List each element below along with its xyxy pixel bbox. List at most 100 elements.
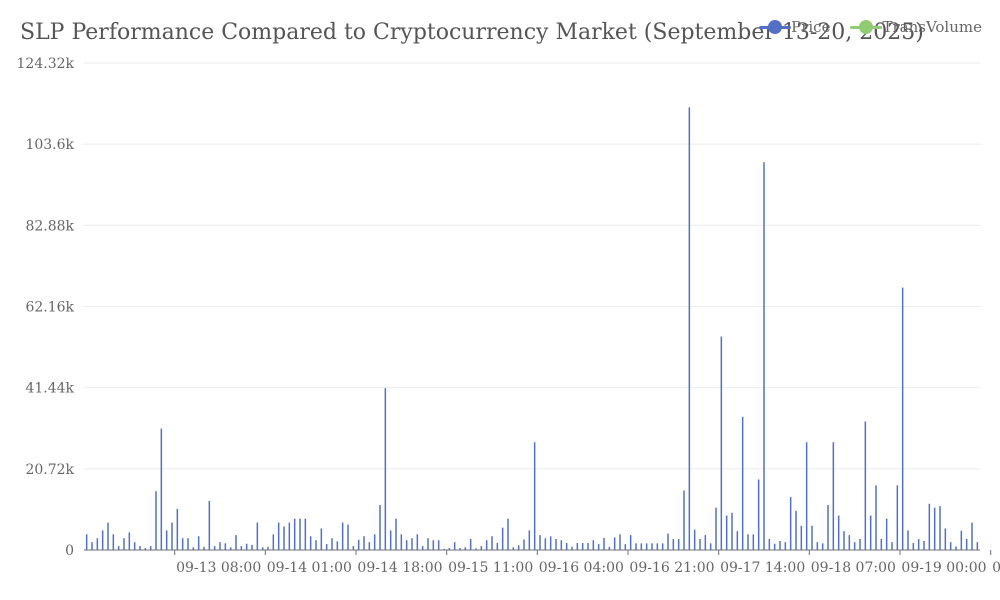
bar <box>784 542 787 550</box>
x-tick-label: 09-14 01:00 <box>267 560 352 576</box>
bar <box>789 497 792 550</box>
x-tick-label: 09-18 07:00 <box>811 560 896 576</box>
bar <box>357 539 360 550</box>
bar <box>491 536 493 550</box>
bar <box>133 542 136 550</box>
legend-swatch-price-icon <box>759 20 792 34</box>
bar <box>976 542 979 550</box>
x-tick-label: 09-19 17:00 <box>992 560 1000 576</box>
bar <box>949 542 952 550</box>
bar <box>928 503 931 550</box>
bar <box>608 546 611 550</box>
bar <box>496 542 499 550</box>
bar <box>469 539 472 550</box>
bar <box>661 543 664 550</box>
bar <box>235 535 237 550</box>
bar <box>651 543 653 550</box>
bar <box>859 539 861 550</box>
bar <box>528 530 531 550</box>
bar <box>480 546 483 550</box>
bar <box>629 535 632 550</box>
bar <box>747 534 749 550</box>
bar <box>683 490 685 550</box>
legend-swatch-transvolume-icon <box>850 20 883 34</box>
x-tick-label: 09-17 14:00 <box>720 560 805 576</box>
y-tick-label: 41.44k <box>25 381 74 397</box>
bar <box>779 540 781 550</box>
bar <box>117 546 120 550</box>
bar <box>635 543 637 550</box>
bar <box>336 541 339 550</box>
bar <box>176 508 179 550</box>
bar <box>539 535 541 550</box>
x-tick-label: 09-14 18:00 <box>357 560 442 576</box>
bar <box>224 543 227 550</box>
bar <box>293 518 296 550</box>
bar <box>848 535 851 550</box>
bar <box>875 485 877 550</box>
bar <box>715 507 717 550</box>
bar <box>421 546 424 550</box>
bar <box>869 515 872 550</box>
bar <box>459 548 461 550</box>
bar <box>613 537 616 550</box>
bar <box>272 534 275 550</box>
bar <box>101 530 104 550</box>
bar <box>96 538 99 550</box>
bar <box>517 545 520 550</box>
bar <box>128 532 131 550</box>
bar <box>475 548 477 550</box>
bar <box>773 543 776 550</box>
bar <box>896 485 899 550</box>
bar <box>165 530 168 550</box>
bar <box>437 540 440 550</box>
bar <box>523 539 525 550</box>
bar <box>795 510 797 550</box>
bar <box>901 287 904 550</box>
bar <box>640 543 643 550</box>
bar <box>181 538 184 550</box>
y-tick-label: 0 <box>65 543 74 559</box>
legend-item-price[interactable]: Price <box>759 18 830 36</box>
y-tick-label: 62.16k <box>25 300 74 316</box>
bar <box>229 547 232 550</box>
bar <box>800 525 803 550</box>
bar <box>155 491 157 550</box>
bar <box>395 518 397 550</box>
bar <box>693 529 696 550</box>
bar <box>192 547 195 550</box>
legend: Price TransVolume <box>759 18 982 36</box>
bar <box>752 534 755 550</box>
bar <box>576 542 579 550</box>
bar <box>203 546 205 550</box>
bar <box>443 548 445 550</box>
bar <box>917 539 920 550</box>
bar <box>512 547 515 550</box>
bar <box>304 518 307 550</box>
bar <box>544 538 547 550</box>
bar <box>832 442 835 550</box>
bar <box>389 530 392 550</box>
legend-item-transvolume[interactable]: TransVolume <box>850 18 982 36</box>
bar <box>853 542 856 550</box>
bar <box>555 539 557 550</box>
bar <box>709 543 712 550</box>
bar <box>261 547 264 550</box>
bar <box>619 534 621 550</box>
bar <box>837 515 840 550</box>
y-tick-label: 82.88k <box>25 218 74 234</box>
bar <box>315 540 317 550</box>
legend-label-price: Price <box>791 18 831 36</box>
bar <box>432 540 435 550</box>
bar <box>107 522 109 550</box>
bar <box>763 162 765 551</box>
bar <box>731 512 733 550</box>
bar <box>208 501 211 550</box>
bar <box>240 546 243 550</box>
bar <box>373 534 376 550</box>
bar <box>645 543 648 550</box>
bar <box>821 543 824 550</box>
x-tick-label: 09-19 00:00 <box>901 560 986 576</box>
x-tick-label: 09-15 11:00 <box>448 560 533 576</box>
